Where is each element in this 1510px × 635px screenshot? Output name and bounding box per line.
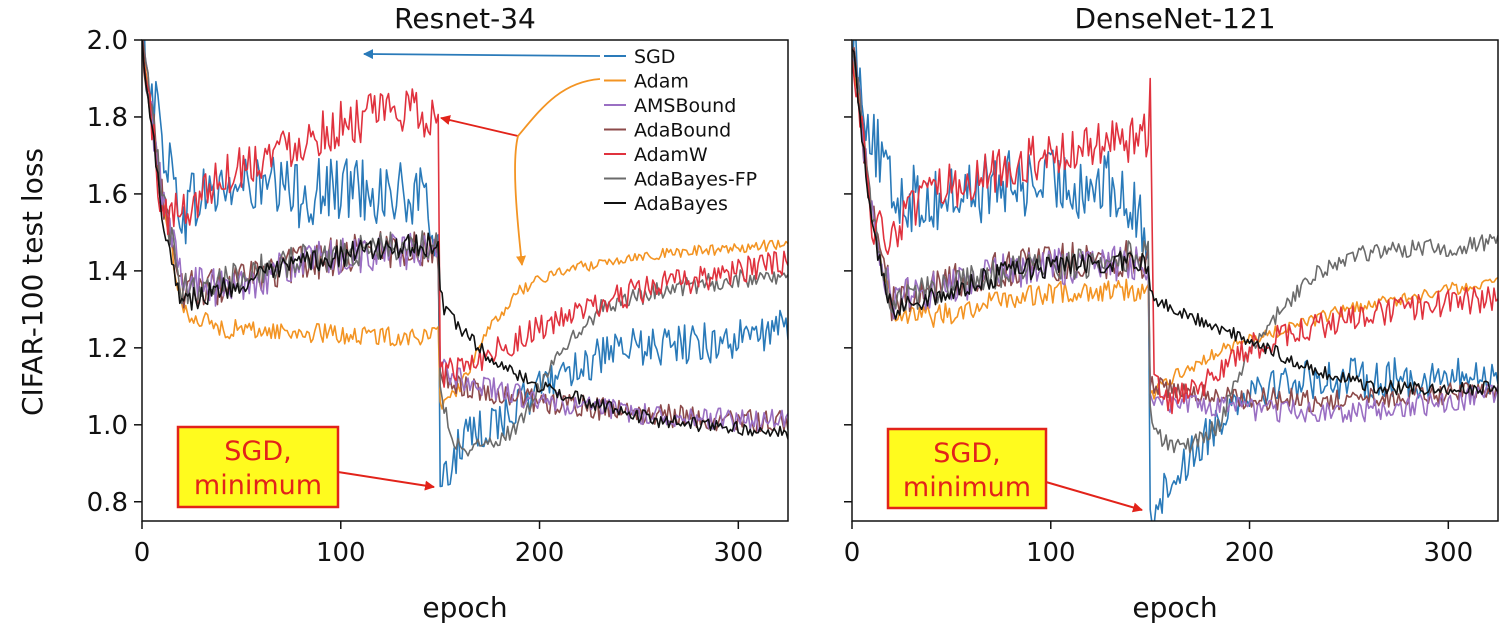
callout-line-2: minimum bbox=[194, 470, 322, 501]
x-tick-label: 0 bbox=[134, 538, 151, 568]
legend-label: SGD bbox=[634, 46, 675, 68]
series-group bbox=[142, 40, 788, 488]
series-line-adamw bbox=[852, 59, 1498, 415]
legend-label: AdaBayes bbox=[634, 193, 728, 215]
y-tick-label: 1.6 bbox=[87, 180, 128, 210]
legend-label: AdaBayes-FP bbox=[634, 169, 757, 191]
chart-title: DenseNet-121 bbox=[1074, 2, 1275, 35]
x-tick-label: 300 bbox=[1423, 538, 1473, 568]
chart-resnet34: Resnet-34 0 100 200 300 0.8 1.0 1.2 1.4 1.6 1.8 2.… bbox=[87, 2, 789, 624]
y-tick-label: 1.8 bbox=[87, 103, 128, 133]
legend-label: AdamW bbox=[634, 144, 708, 166]
x-tick-label: 200 bbox=[515, 538, 565, 568]
y-tick-label: 2.0 bbox=[87, 26, 128, 56]
callout-arrow bbox=[337, 471, 435, 491]
series-line-adabayes bbox=[852, 48, 1498, 396]
series-line-adabound bbox=[142, 40, 788, 434]
series-line-adabayes-fp bbox=[852, 52, 1498, 454]
series-group bbox=[852, 40, 1498, 521]
callout-line-2: minimum bbox=[903, 472, 1031, 503]
adam-pointer-arrow bbox=[514, 78, 601, 266]
sgd-pointer-arrow bbox=[363, 49, 601, 60]
x-tick-label: 0 bbox=[844, 538, 861, 568]
sgd-minimum-callout: SGD, minimum bbox=[176, 425, 435, 509]
x-axis-label: epoch bbox=[422, 591, 507, 624]
series-line-sgd bbox=[143, 40, 788, 488]
series-line-adamw bbox=[142, 40, 788, 388]
sgd-minimum-callout: SGD, minimum bbox=[886, 427, 1143, 513]
series-line-adam bbox=[852, 50, 1498, 400]
callout-box bbox=[176, 425, 340, 509]
x-tick-label: 100 bbox=[316, 538, 366, 568]
x-tick-label: 300 bbox=[713, 538, 763, 568]
series-line-adam bbox=[142, 40, 788, 410]
callout-arrow bbox=[1045, 481, 1143, 513]
callout-line-1: SGD, bbox=[224, 436, 291, 467]
chart-densenet121: DenseNet-121 0 100 200 300 epoch SGD, minim… bbox=[844, 2, 1499, 624]
series-line-amsbound bbox=[142, 40, 788, 434]
y-tick-label: 0.8 bbox=[87, 488, 128, 518]
chart-title: Resnet-34 bbox=[394, 2, 536, 35]
y-axis-label: CIFAR-100 test loss bbox=[16, 148, 49, 416]
plot-frame bbox=[851, 39, 1499, 522]
plot-frame bbox=[141, 39, 789, 522]
callout-line-1: SGD, bbox=[933, 438, 1000, 469]
series-line-adabayes bbox=[142, 40, 788, 440]
legend-label: AMSBound bbox=[634, 95, 736, 117]
x-tick-label: 100 bbox=[1026, 538, 1076, 568]
axis-ticks: 0 100 200 300 0.8 1.0 1.2 1.4 1.6 1.8 2.0 bbox=[87, 26, 763, 568]
series-line-amsbound bbox=[852, 57, 1498, 423]
y-tick-label: 1.0 bbox=[87, 411, 128, 441]
axis-ticks: 0 100 200 300 bbox=[844, 39, 1473, 568]
y-tick-label: 1.2 bbox=[87, 334, 128, 364]
legend-label: AdaBound bbox=[634, 120, 731, 142]
series-line-adabound bbox=[852, 46, 1498, 413]
x-tick-label: 200 bbox=[1225, 538, 1275, 568]
y-tick-label: 1.4 bbox=[87, 257, 128, 287]
x-axis-label: epoch bbox=[1132, 591, 1217, 624]
callout-box bbox=[886, 427, 1048, 510]
legend-label: Adam bbox=[634, 71, 689, 93]
adamw-pointer-arrow bbox=[440, 115, 519, 137]
